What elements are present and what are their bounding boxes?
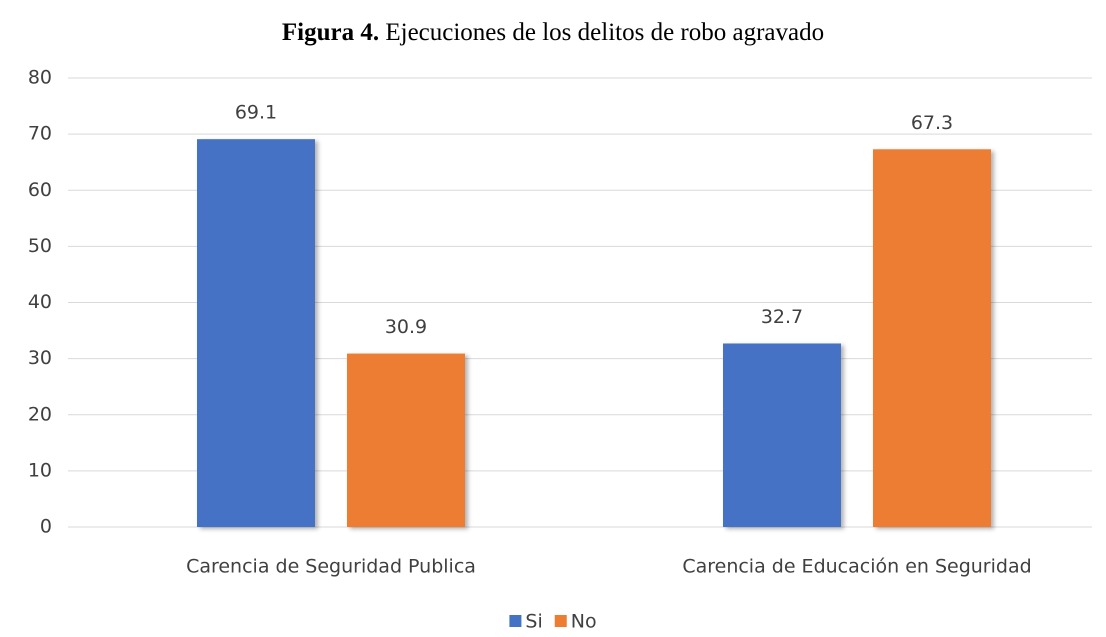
y-tick-label: 30 [28,347,52,369]
data-label: 67.3 [911,112,953,134]
y-tick-label: 20 [28,403,52,425]
x-tick-label: Carencia de Educación en Seguridad [682,556,1031,578]
bar [723,343,841,527]
y-tick-label: 0 [40,516,52,538]
y-tick-label: 50 [28,235,52,257]
data-label: 69.1 [235,102,277,124]
y-tick-label: 80 [28,67,52,89]
legend-swatch [554,615,567,627]
data-label: 32.7 [761,306,803,328]
bar [873,149,991,527]
y-tick-label: 10 [28,459,52,481]
y-tick-label: 40 [28,291,52,313]
y-tick-label: 60 [28,179,52,201]
bar [347,353,465,527]
data-label: 30.9 [385,316,427,338]
legend-label: Si [525,611,542,633]
y-tick-label: 70 [28,123,52,145]
bar [197,139,315,527]
legend-swatch [509,615,522,627]
chart-title: Ejecuciones de los delitos de robo agrav… [385,19,824,46]
chart-title-group: Figura 4. Ejecuciones de los delitos de … [282,19,824,46]
figure-label: Figura 4. [282,19,379,46]
x-tick-label: Carencia de Seguridad Publica [186,556,476,578]
legend-label: No [571,611,597,633]
